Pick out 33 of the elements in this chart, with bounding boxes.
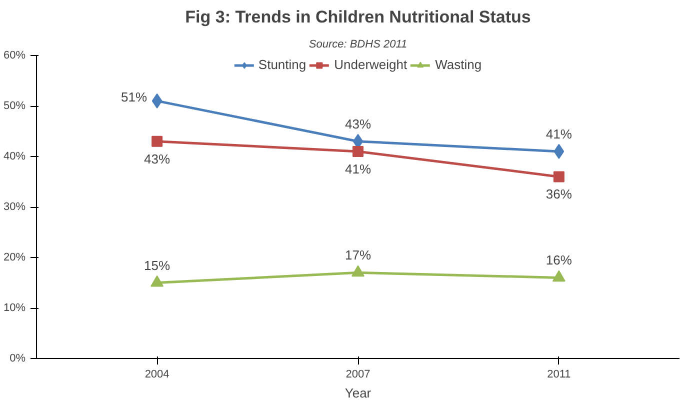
data-label: 36% — [546, 186, 572, 202]
data-label: 51% — [121, 89, 148, 104]
y-tick-label: 10% — [3, 302, 26, 314]
data-label: 41% — [546, 126, 572, 142]
x-tick-label: 2007 — [346, 368, 370, 380]
source-note: Source: BDHS 2011 — [308, 38, 408, 50]
y-tick-label: 30% — [3, 201, 26, 213]
point — [152, 136, 163, 147]
y-tick-label: 0% — [10, 352, 26, 364]
point — [152, 93, 162, 108]
x-tick-label: 2011 — [547, 368, 571, 380]
point — [553, 171, 564, 182]
point — [554, 144, 564, 159]
data-label: 17% — [344, 248, 372, 263]
y-tick-label: 50% — [3, 100, 26, 112]
chart-title: Fig 3: Trends in Children Nutritional Status — [185, 8, 531, 26]
point — [150, 275, 164, 287]
legend-label: Underweight — [334, 57, 408, 72]
y-tick-label: 40% — [3, 150, 26, 162]
legend-label: Stunting — [258, 57, 306, 72]
legend-label: Wasting — [435, 57, 482, 72]
x-axis-title: Year — [344, 386, 372, 400]
y-tick-label: 20% — [3, 252, 26, 264]
x-tick-label: 2004 — [144, 368, 170, 380]
point — [352, 146, 364, 157]
data-label: 15% — [144, 258, 171, 273]
data-label: 43% — [144, 151, 171, 166]
point — [352, 265, 364, 277]
point — [552, 270, 566, 282]
data-label: 41% — [344, 161, 372, 176]
y-tick-label: 60% — [3, 50, 26, 62]
data-label: 16% — [546, 252, 572, 268]
data-label: 43% — [344, 116, 372, 132]
